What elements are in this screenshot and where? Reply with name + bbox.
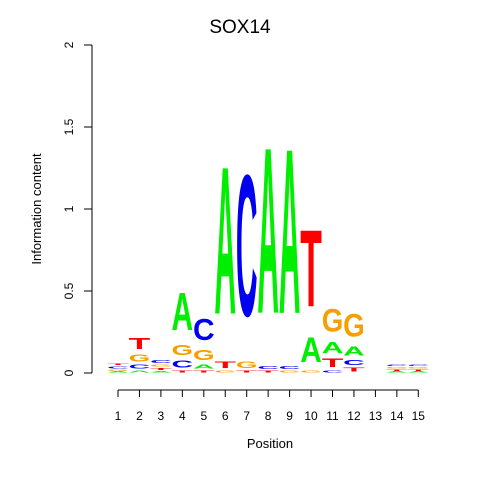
x-tick-label: 14	[390, 409, 404, 423]
logo-letter-a: A	[129, 370, 151, 373]
logo-letter-g: G	[236, 360, 258, 370]
logo-letter-t: T	[107, 363, 130, 365]
y-tick-label: 0	[62, 369, 76, 376]
logo-letters: AGCTACGTATGCTCGATAGCGTATGCTCAGCAGATCTAGT…	[107, 98, 430, 373]
logo-letter-a: A	[408, 371, 430, 373]
logo-letter-a: A	[322, 339, 344, 357]
chart-title: SOX14	[209, 17, 271, 38]
logo-letter-g: G	[129, 353, 151, 364]
logo-letter-a: A	[300, 330, 322, 370]
logo-letter-c: C	[236, 132, 258, 359]
logo-letter-c: C	[172, 358, 194, 369]
logo-letter-t: T	[386, 369, 409, 371]
x-tick-label: 6	[222, 409, 229, 423]
x-tick-label: 4	[179, 409, 186, 423]
x-tick-label: 10	[304, 409, 318, 423]
x-tick-label: 8	[265, 409, 272, 423]
x-tick-label: 9	[286, 409, 293, 423]
logo-letter-g: G	[300, 370, 322, 373]
logo-letter-c: C	[257, 365, 279, 370]
x-tick-label: 12	[347, 409, 361, 423]
logo-letter-a: A	[257, 98, 279, 363]
y-tick-label: 2	[62, 41, 76, 48]
logo-letter-c: C	[343, 358, 365, 366]
x-tick-label: 1	[115, 409, 122, 423]
logo-letter-c: C	[386, 364, 408, 366]
logo-letter-g: G	[322, 304, 344, 339]
logo-letter-c: C	[193, 314, 215, 347]
logo-letter-a: A	[214, 123, 236, 358]
logo-letter-a: A	[343, 343, 365, 358]
logo-letter-t: T	[214, 360, 236, 370]
logo-letter-t: T	[322, 356, 344, 369]
logo-letter-t: T	[193, 370, 216, 373]
logo-letter-t: T	[343, 367, 365, 373]
y-axis: 0 0.5 1 1.5 2	[62, 41, 93, 376]
logo-letter-c: C	[408, 364, 430, 366]
logo-letter-t: T	[129, 335, 151, 352]
logo-letter-a: A	[279, 100, 301, 364]
logo-letter-c: C	[129, 364, 151, 370]
y-axis-label: Information content	[29, 153, 44, 265]
x-tick-label: 3	[158, 409, 165, 423]
logo-letter-c: C	[279, 365, 301, 370]
logo-letter-g: G	[408, 367, 430, 369]
x-tick-label: 13	[369, 409, 383, 423]
logo-letter-a: A	[107, 371, 129, 373]
logo-letter-t: T	[150, 367, 173, 370]
logo-letter-t: T	[257, 370, 280, 373]
logo-letter-t: T	[172, 370, 195, 373]
logo-letter-c: C	[150, 359, 172, 364]
logo-letter-a: A	[172, 282, 194, 343]
logo-letter-t: T	[236, 370, 259, 373]
logo-letter-a: A	[193, 363, 215, 370]
logo-letter-g: G	[172, 342, 194, 358]
logo-letter-a: A	[386, 371, 408, 373]
y-tick-label: 1	[62, 205, 76, 212]
logo-letter-g: G	[279, 370, 301, 373]
logo-letter-g: G	[193, 347, 215, 363]
logo-letter-g: G	[150, 364, 172, 367]
y-tick-label: 1.5	[62, 118, 76, 135]
logo-letter-c: C	[322, 370, 344, 373]
x-tick-label: 7	[243, 409, 250, 423]
logo-letter-g: G	[386, 367, 408, 369]
logo-letter-a: A	[150, 371, 172, 373]
x-tick-label: 15	[412, 409, 426, 423]
logo-letter-t: T	[408, 369, 431, 371]
x-axis: 1 2 3 4 5 6 7 8 9 10 11 12 13 14 15	[115, 389, 426, 423]
logo-letter-g: G	[214, 370, 236, 373]
logo-letter-g: G	[343, 309, 365, 344]
x-tick-label: 5	[200, 409, 207, 423]
logo-letter-t: T	[300, 208, 322, 331]
x-tick-label: 2	[136, 409, 143, 423]
x-tick-label: 11	[326, 409, 339, 423]
logo-letter-g: G	[107, 369, 129, 371]
logo-letter-c: C	[107, 366, 129, 369]
y-tick-label: 0.5	[62, 282, 76, 299]
x-axis-label: Position	[247, 436, 293, 451]
